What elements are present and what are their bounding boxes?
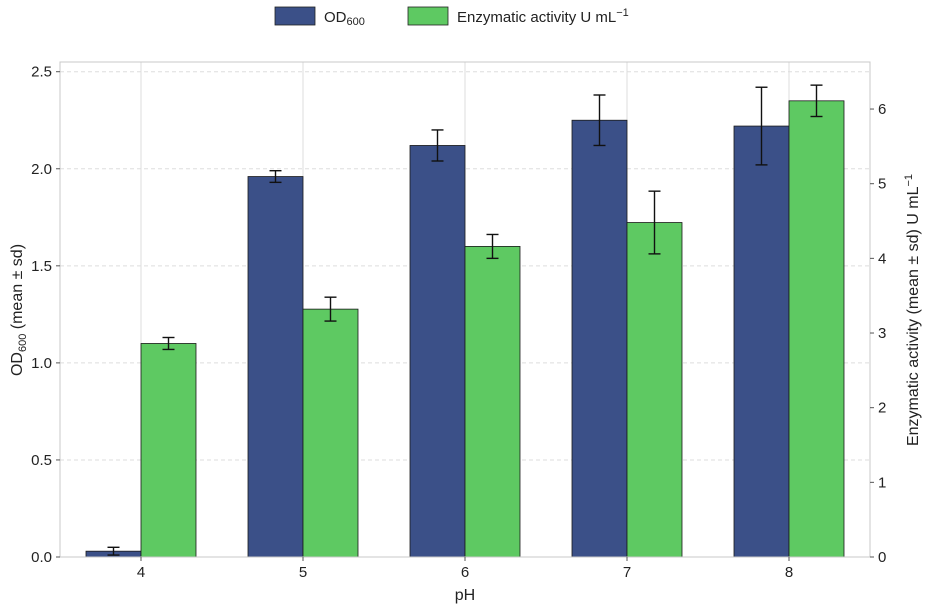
legend-label-enzymatic-activity-main: Enzymatic activity U mL [457,9,616,26]
legend-swatch-od600 [274,6,316,26]
right-tick-label: 5 [878,176,886,193]
x-axis-label: pH [455,587,475,604]
x-tick-label: 7 [623,564,631,581]
legend-swatch-enzymatic-activity [407,6,449,26]
right-axis-label: Enzymatic activity (mean ± sd) U mL−1 [903,174,922,446]
x-axis-ticks: 4 5 6 7 8 [137,557,793,581]
bar-enzymatic-activity [788,100,845,558]
right-axis-label-main: Enzymatic activity (mean ± sd) U mL [905,186,922,446]
legend-label-enzymatic-activity-superscript: −1 [616,7,629,19]
left-tick-label: 2.0 [31,161,52,178]
bar-enzymatic-activity [302,308,359,558]
error-bars-layer [107,84,823,556]
legend-label-od600-main: OD [324,9,347,26]
x-tick-label: 4 [137,564,145,581]
bar-enzymatic-activity [464,246,521,558]
left-axis-label: OD600 (mean ± sd) [9,244,29,376]
left-tick-label: 1.0 [31,355,52,372]
bar-od600 [733,125,790,558]
bar-od600 [571,119,628,558]
right-tick-label: 6 [878,101,886,118]
bars-layer [85,100,845,558]
left-tick-label: 1.5 [31,258,52,275]
right-tick-label: 4 [878,250,886,267]
left-axis-label-subscript: 600 [17,334,29,352]
left-axis-label-rest: (mean ± sd) [9,244,26,334]
right-tick-label: 0 [878,549,886,566]
left-axis-ticks: 0.0 0.5 1.0 1.5 2.0 2.5 [31,64,60,566]
x-tick-label: 5 [299,564,307,581]
legend-label-od600-subscript: 600 [347,16,365,28]
bar-od600 [409,145,466,558]
bar-od600 [247,176,304,558]
left-tick-label: 0.0 [31,549,52,566]
right-axis-ticks: 0 1 2 3 4 5 6 [870,101,886,566]
x-tick-label: 6 [461,564,469,581]
bar-enzymatic-activity [626,222,683,558]
left-tick-label: 2.5 [31,64,52,81]
right-tick-label: 3 [878,325,886,342]
legend: OD600 Enzymatic activity U mL−1 [274,6,629,28]
x-tick-label: 8 [785,564,793,581]
left-axis-label-main: OD [9,352,26,376]
right-axis-label-superscript: −1 [903,174,915,187]
legend-label-od600: OD600 [324,9,365,28]
bar-enzymatic-activity [140,343,197,558]
right-tick-label: 1 [878,474,886,491]
left-tick-label: 0.5 [31,452,52,469]
legend-label-enzymatic-activity: Enzymatic activity U mL−1 [457,7,629,26]
right-tick-label: 2 [878,400,886,417]
